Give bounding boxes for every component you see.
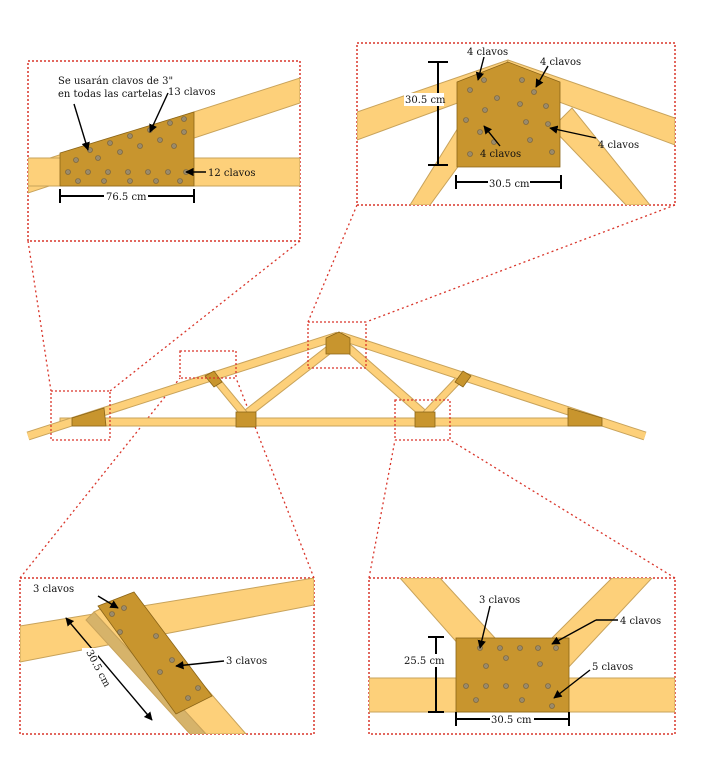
heel-top-nails-label: 13 clavos [168,87,215,98]
panel-web-joint [19,577,315,735]
panel-peak-joint [356,42,676,206]
chord-plate-nails [463,645,559,709]
web-plate-nails [109,605,201,701]
peak-width-label: 30.5 cm [489,179,530,190]
chord-height-label: 25.5 cm [404,656,445,667]
heel-plate-nails [65,116,189,184]
zoom-connector-lines [19,204,676,579]
heel-note-line-1: Se usarán clavos de 3" [58,76,173,87]
heel-note-line-2: en todas las cartelas [58,89,162,100]
main-truss [26,331,647,441]
web-side-nails-label: 3 clavos [226,656,267,667]
web-top-nails-label: 3 clavos [33,584,74,595]
chord-width-label: 30.5 cm [491,715,532,726]
chord-right-nails-label: 4 clavos [620,616,661,627]
peak-bottom-nails-label: 4 clavos [480,149,521,160]
chord-low-nails-label: 5 clavos [592,662,633,673]
heel-width-label: 76.5 cm [106,192,147,203]
peak-left-nails-label: 4 clavos [467,47,508,58]
peak-side-nails-label: 4 clavos [598,140,639,151]
chord-left-nails-label: 3 clavos [479,595,520,606]
peak-right-nails-label: 4 clavos [540,57,581,68]
peak-height-label: 30.5 cm [405,95,446,106]
truss-detail-markers [50,321,451,441]
heel-bottom-nails-label: 12 clavos [208,168,255,179]
panel-bottom-chord-joint [368,577,676,735]
panel-heel-joint [27,60,301,242]
